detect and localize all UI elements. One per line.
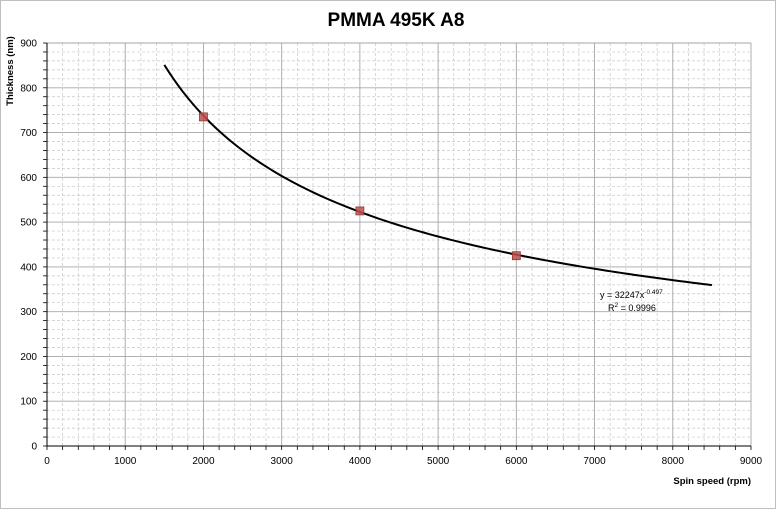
y-tick-label: 400: [20, 262, 37, 273]
y-tick-label: 600: [20, 173, 37, 184]
trendline-equation: y = 32247x-0.497: [600, 289, 663, 300]
x-axis-tick-labels: 0 1000 2000 3000 4000 5000 6000 7000 8000 9000: [44, 456, 762, 467]
major-gridlines: [47, 42, 752, 446]
minor-gridlines: [47, 43, 751, 446]
r2-value: = 0.9996: [618, 303, 656, 313]
data-points: [199, 112, 521, 261]
equation-exponent: -0.497: [644, 289, 663, 296]
x-tick-label: 2000: [192, 456, 215, 467]
y-axis-tick-labels: 0 100 200 300 400 500 600 700 800 900: [20, 39, 37, 453]
data-point-marker: [199, 112, 208, 122]
r2-exponent: 2: [615, 302, 619, 309]
x-tick-label: 8000: [662, 456, 685, 467]
chart-title: PMMA 495K A8: [328, 10, 465, 31]
x-tick-label: 7000: [583, 456, 606, 467]
y-tick-label: 700: [20, 128, 37, 139]
data-point-marker: [355, 206, 365, 216]
y-axis-title: Thickness (nm): [5, 36, 16, 106]
x-tick-label: 9000: [740, 456, 763, 467]
axes: [43, 42, 752, 450]
y-tick-label: 900: [20, 39, 37, 50]
x-tick-label: 6000: [505, 456, 528, 467]
data-point-marker: [511, 251, 521, 261]
trendline-r-squared: R2 = 0.9996: [608, 302, 656, 313]
y-tick-label: 500: [20, 218, 37, 229]
x-tick-label: 5000: [427, 456, 450, 467]
y-tick-label: 800: [20, 83, 37, 94]
x-tick-label: 0: [44, 456, 50, 467]
x-tick-label: 1000: [114, 456, 137, 467]
r2-prefix: R: [608, 303, 615, 313]
x-axis-title: Spin speed (rpm): [673, 476, 751, 487]
y-tick-label: 100: [20, 397, 37, 408]
equation-prefix: y = 32247x: [600, 290, 645, 300]
power-trendline: [163, 64, 713, 287]
x-tick-label: 3000: [271, 456, 294, 467]
y-tick-label: 0: [31, 442, 37, 453]
x-tick-label: 4000: [349, 456, 372, 467]
y-tick-label: 200: [20, 352, 37, 363]
y-tick-label: 300: [20, 307, 37, 318]
